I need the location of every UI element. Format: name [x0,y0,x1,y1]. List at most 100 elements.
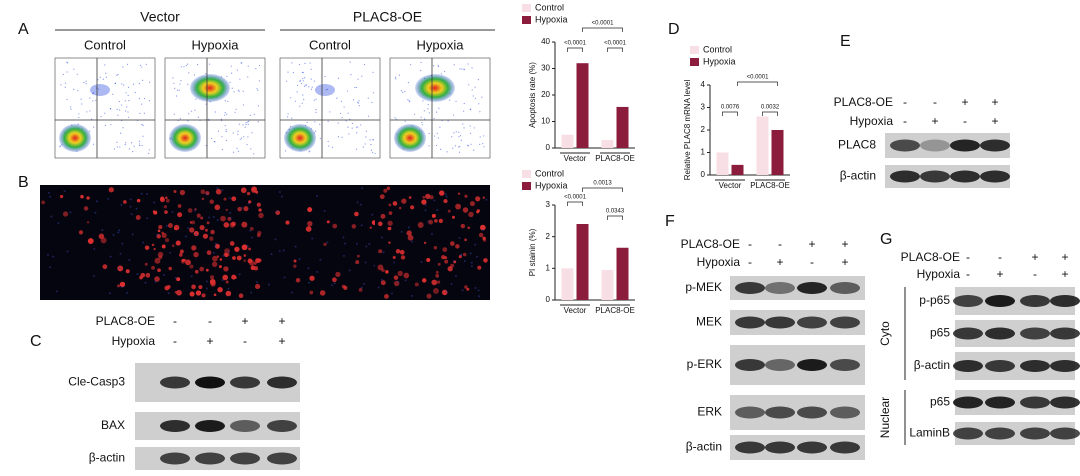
flow-dot [455,100,457,102]
flow-dot [174,87,176,89]
flow-dot [149,81,151,83]
pi-cell [478,232,484,238]
nucleus [121,285,124,288]
flow-plot [54,57,156,159]
pi-cell [387,220,393,226]
y-tick-label: 3 [546,200,551,209]
flow-dot [195,98,197,100]
y-tick-label: 1 [546,263,551,272]
comparison-bracket [582,27,623,32]
pi-cell [209,278,216,285]
pi-cell [204,228,208,232]
y-tick-label: 2 [546,232,551,241]
flow-dot [310,78,312,80]
nucleus [474,286,477,289]
pi-cell [117,284,121,288]
flow-dot [461,68,463,70]
flow-dot [89,97,91,99]
pi-cell [355,260,360,265]
pi-cell [351,224,357,229]
flow-dot [186,63,189,65]
nucleus [227,250,230,253]
flow-dot [217,130,220,132]
panel-label: B [18,174,29,191]
pi-cell [469,201,475,207]
flow-dot [127,111,129,113]
flow-dot [138,140,141,142]
pi-cell [153,247,156,251]
pi-cell [230,221,236,227]
blot-band [735,406,765,419]
pi-cell [248,247,252,251]
flow-dot [471,67,473,69]
pi-cell [450,241,455,246]
pi-cell [135,215,141,220]
nucleus [46,253,49,256]
flow-dot [187,83,189,85]
flow-dot [180,80,182,82]
flow-dot [233,91,235,93]
flow-dot [469,108,471,111]
nucleus [445,195,448,198]
sign: - [966,267,970,281]
flow-dot [242,104,245,106]
pi-cell [168,266,172,271]
nucleus [430,232,433,235]
bar [576,63,589,149]
pi-cell [125,269,130,274]
pi-cell [462,207,469,213]
nucleus [95,200,98,203]
pi-cell [417,221,424,228]
pi-cell [136,198,141,203]
flow-dot [367,115,370,117]
nucleus [130,213,133,216]
flow-dot [413,113,416,115]
blot-band [1020,396,1050,409]
x-tick-label: Vector [564,306,587,315]
pi-cell [442,247,448,252]
nucleus [216,187,219,190]
nucleus [228,197,231,200]
pi-cell [151,265,155,270]
flow-dot [424,118,426,120]
flow-dot [439,126,441,128]
pi-cell [435,270,439,274]
pi-cell [215,243,220,249]
flow-dot [304,62,306,65]
flow-dot [81,103,83,105]
pi-cell [455,203,462,210]
p-value: <0.0001 [564,195,587,201]
bar [716,152,729,175]
nucleus [165,224,168,227]
nucleus [380,278,383,281]
nucleus [142,241,145,244]
pi-cell [213,293,217,297]
flow-dot [122,66,124,68]
flow-dot [240,62,242,64]
pi-cell [356,254,360,258]
pi-cell [243,259,246,262]
pi-cell [225,208,228,212]
pi-cell [468,211,474,218]
flow-dot [350,74,352,76]
flow-dot [327,120,329,123]
sign: - [933,95,937,109]
flow-dot [477,79,480,81]
pi-cell [154,257,161,264]
nucleus [63,190,66,193]
nucleus [361,187,364,190]
nucleus [47,191,50,194]
pi-cell [246,191,251,196]
flow-dot [232,151,235,153]
pi-cell [255,283,261,290]
pi-cell [384,293,389,299]
pi-cell [195,290,202,296]
pi-cell [467,226,470,230]
flow-dot [327,88,329,90]
nucleus [342,254,345,257]
flow-dot [453,132,455,134]
flow-dot [214,111,216,113]
pi-cell [238,293,244,299]
nucleus [282,249,285,252]
flow-dot [134,91,136,94]
